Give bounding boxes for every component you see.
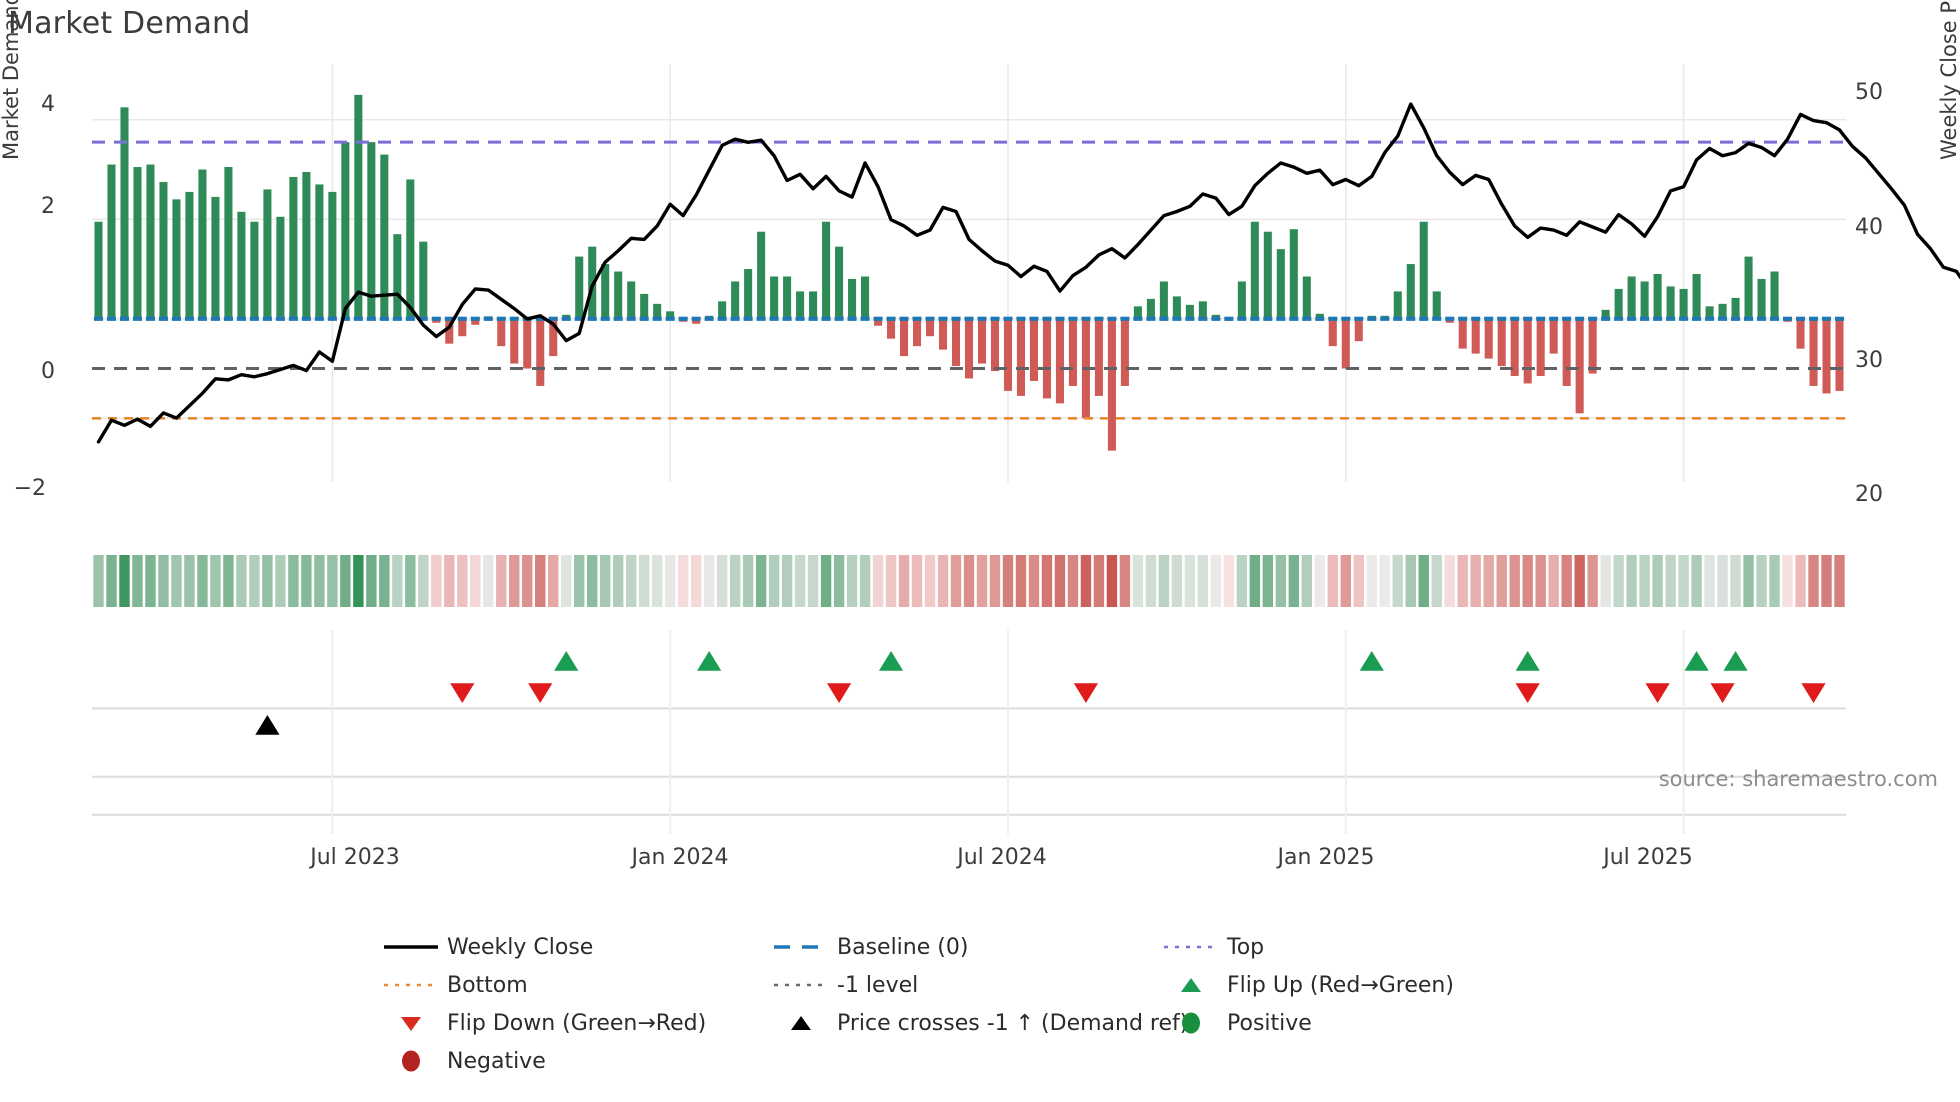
page-title: Market Demand [8, 6, 251, 41]
legend-label: Positive [1227, 1010, 1312, 1036]
source-attribution: source: sharemaestro.com [1658, 767, 1938, 791]
legend-label: Top [1227, 934, 1265, 960]
flip-up-markers [554, 651, 1748, 671]
y-tick-right-0: 50 [1855, 80, 1883, 105]
x-tick-2: Jul 2024 [957, 845, 1047, 870]
legend-item-weekly-close[interactable]: Weekly Close [375, 928, 765, 966]
triangle-down-red-icon [375, 1004, 447, 1042]
line-dotted-gray-icon [765, 966, 837, 1004]
legend-label: Bottom [447, 972, 528, 998]
price-cross-markers [255, 715, 280, 735]
legend-label: Negative [447, 1048, 546, 1074]
legend-label: Baseline (0) [837, 934, 969, 960]
y-tick-left-0: 4 [41, 92, 55, 117]
line-dotted-purple-icon [1155, 928, 1227, 966]
legend-label: Weekly Close [447, 934, 594, 960]
triangle-up-green-icon [1155, 966, 1227, 1004]
flip-down-markers [450, 683, 1826, 703]
chart-legend: Weekly Close Baseline (0) Top Bottom [375, 928, 1795, 1080]
legend-label: Price crosses -1 ↑ (Demand ref) [837, 1010, 1189, 1036]
x-tick-1: Jan 2024 [631, 845, 729, 870]
legend-item-negative[interactable]: Negative [375, 1042, 765, 1080]
y-tick-right-1: 40 [1855, 215, 1883, 240]
line-solid-black-icon [375, 928, 447, 966]
legend-item-top[interactable]: Top [1155, 928, 1555, 966]
legend-item-flip-down[interactable]: Flip Down (Green→Red) [375, 1004, 765, 1042]
legend-item-bottom[interactable]: Bottom [375, 966, 765, 1004]
y-tick-left-1: 2 [41, 194, 55, 219]
line-dashed-blue-icon [765, 928, 837, 966]
legend-item-flip-up[interactable]: Flip Up (Red→Green) [1155, 966, 1555, 1004]
circle-green-icon [1155, 1004, 1227, 1042]
y-tick-left-2: 0 [41, 359, 55, 384]
y-tick-right-3: 20 [1855, 482, 1883, 507]
legend-item-price-cross[interactable]: Price crosses -1 ↑ (Demand ref) [765, 1004, 1188, 1042]
legend-item-baseline[interactable]: Baseline (0) [765, 928, 1155, 966]
legend-label: Flip Down (Green→Red) [447, 1010, 707, 1036]
circle-darkred-icon [375, 1042, 447, 1080]
legend-item-minus-one-level[interactable]: -1 level [765, 966, 1155, 1004]
x-tick-0: Jul 2023 [310, 845, 400, 870]
triangle-up-black-icon [765, 1004, 837, 1042]
legend-label: Flip Up (Red→Green) [1227, 972, 1454, 998]
x-tick-4: Jul 2025 [1603, 845, 1693, 870]
x-tick-3: Jan 2025 [1277, 845, 1375, 870]
y-tick-left-3: −2 [13, 476, 46, 501]
legend-label: -1 level [837, 972, 919, 998]
line-dotted-orange-icon [375, 966, 447, 1004]
y-tick-right-2: 30 [1855, 348, 1883, 373]
legend-item-positive[interactable]: Positive [1155, 1004, 1555, 1042]
